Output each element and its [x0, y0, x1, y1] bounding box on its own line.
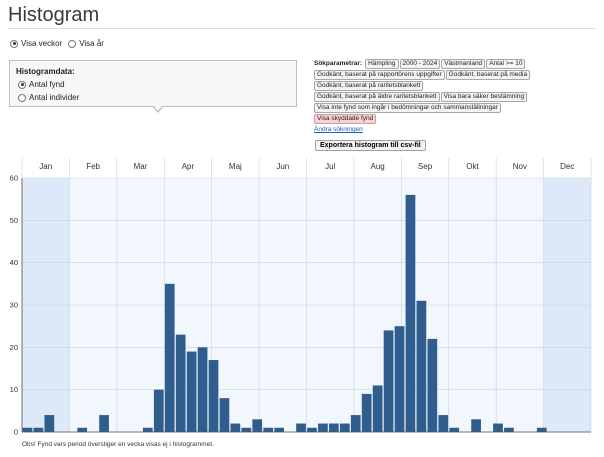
histogram-bar — [339, 423, 350, 432]
param-chip[interactable]: Visa inte fynd som ingår i bedömningar o… — [314, 103, 501, 113]
histogram-bar — [252, 419, 263, 432]
histogram-data-heading: Histogramdata: — [16, 67, 75, 76]
histogram-bar — [263, 427, 274, 432]
month-label: Apr — [182, 162, 195, 171]
histogram-bar — [493, 423, 503, 432]
show-years-radio[interactable] — [68, 39, 77, 48]
histogram-bar — [361, 393, 372, 432]
histogram-bar — [416, 300, 427, 432]
histogram-bar — [175, 334, 186, 432]
histogram-bar — [142, 427, 153, 432]
protected-observations-chip[interactable]: Visa skyddade fynd — [314, 114, 377, 124]
title-divider — [8, 28, 596, 29]
show-weeks-option[interactable]: Visa veckor — [10, 39, 62, 48]
month-label: Okt — [466, 162, 479, 171]
month-label: Mar — [134, 162, 148, 171]
month-label: Nov — [513, 162, 527, 171]
month-label: Jan — [39, 162, 52, 171]
y-tick-label: 0 — [14, 428, 18, 437]
show-weeks-radio[interactable] — [10, 39, 18, 48]
footnote: Obs! Fynd vars period överstiger en veck… — [22, 441, 214, 448]
month-label: Jul — [325, 162, 335, 171]
month-label: Sep — [418, 162, 433, 171]
count-individuals-radio[interactable] — [18, 93, 26, 102]
param-chip[interactable]: Godkänt, baserat på media — [445, 70, 531, 80]
count-observations-option[interactable]: Antal fynd — [18, 80, 65, 89]
param-chip[interactable]: Godkänt, baserat på rapportörens uppgift… — [314, 70, 445, 80]
histogram-bar — [405, 194, 416, 432]
y-tick-label: 40 — [10, 258, 18, 267]
histogram-bar — [44, 415, 55, 432]
y-tick-label: 60 — [10, 174, 18, 183]
show-years-option[interactable]: Visa år — [68, 39, 104, 48]
month-label: Dec — [560, 162, 574, 171]
histogram-bar — [274, 427, 285, 432]
weekly-histogram-chart: 0 10 20 30 40 50 60 Jan Feb Mar Apr Maj Jun Jul Aug Sep… — [10, 158, 592, 437]
period-selector: Visa veckor Visa år — [10, 39, 104, 48]
count-observations-label: Antal fynd — [29, 80, 65, 89]
param-chip[interactable]: Godkänt, baserat på raritetsblankett — [314, 81, 424, 91]
histogram-bar — [296, 423, 306, 432]
search-parameters-label: Sökparametrar: — [314, 60, 363, 67]
histogram-bar — [307, 427, 317, 432]
histogram-bar — [372, 385, 383, 432]
param-chip[interactable]: Västmanland — [441, 59, 486, 69]
histogram-bar — [77, 427, 88, 432]
histogram-bar — [394, 326, 405, 432]
show-years-label: Visa år — [79, 39, 104, 48]
histogram-bar — [230, 423, 241, 432]
y-tick-label: 50 — [10, 216, 18, 225]
histogram-bar — [536, 427, 547, 432]
histogram-bar — [350, 415, 361, 432]
y-tick-label: 10 — [10, 385, 18, 394]
month-label: Maj — [229, 162, 242, 171]
change-search-link[interactable]: Ändra sökningen — [314, 126, 363, 133]
show-weeks-label: Visa veckor — [21, 39, 63, 48]
export-csv-button[interactable]: Exportera histogram till csv-fil — [315, 140, 426, 151]
histogram-bar — [219, 398, 230, 432]
histogram-bar — [438, 415, 449, 432]
histogram-bar — [208, 360, 219, 432]
count-observations-radio[interactable] — [18, 80, 26, 89]
month-label: Aug — [371, 162, 385, 171]
page-title: Histogram — [8, 4, 100, 26]
histogram-bar — [383, 330, 394, 432]
count-individuals-option[interactable]: Antal individer — [18, 93, 79, 102]
histogram-bar — [186, 351, 197, 432]
param-chip[interactable]: Antal >= 10 — [486, 59, 526, 69]
count-individuals-label: Antal individer — [29, 93, 80, 102]
histogram-bar — [99, 415, 109, 432]
histogram-bar — [318, 423, 328, 432]
search-parameters: Sökparametrar: Hämpling 2000 - 2024 Västman… — [314, 59, 549, 135]
month-label: Jun — [276, 162, 289, 171]
histogram-bar — [22, 427, 33, 432]
histogram-bar — [153, 389, 164, 432]
histogram-bar — [471, 419, 481, 432]
param-chip[interactable]: Godkänt, baserat på äldre raritetsblanke… — [314, 92, 440, 102]
histogram-bar — [427, 338, 438, 432]
panel-pointer-fill — [154, 106, 162, 111]
histogram-bar — [197, 347, 208, 432]
histogram-bar — [33, 427, 44, 432]
histogram-bar — [164, 283, 175, 432]
month-label: Feb — [86, 162, 100, 171]
histogram-bar — [449, 427, 460, 432]
param-chip[interactable]: 2000 - 2024 — [399, 59, 441, 69]
param-chip[interactable]: Hämpling — [365, 59, 399, 69]
histogram-bar — [328, 423, 339, 432]
y-tick-label: 30 — [10, 301, 18, 310]
param-chip[interactable]: Visa bara säker bestämning — [440, 92, 528, 102]
histogram-bar — [241, 427, 252, 432]
histogram-data-panel: Histogramdata: Antal fynd Antal individe… — [9, 60, 297, 107]
histogram-bar — [504, 427, 514, 432]
y-tick-label: 20 — [10, 343, 18, 352]
